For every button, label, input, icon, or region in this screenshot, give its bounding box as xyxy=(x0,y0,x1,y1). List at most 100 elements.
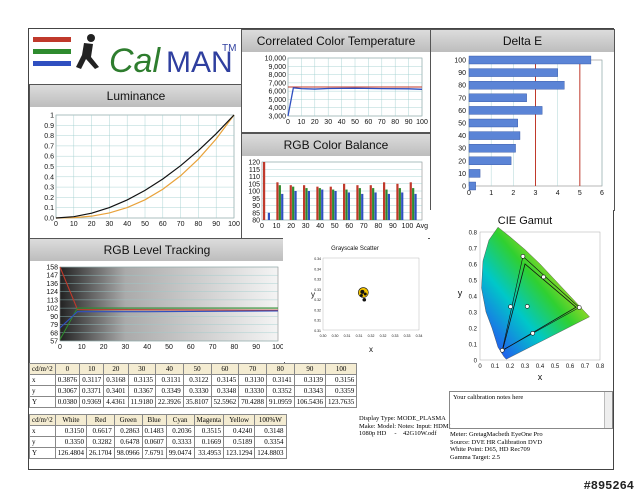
y-tick-label: 50 xyxy=(458,121,466,128)
y-tick-label: 60 xyxy=(458,108,466,115)
svg-text:Cal: Cal xyxy=(109,42,161,80)
y-tick-label: 0.2 xyxy=(469,327,478,333)
x-tick-label: 0.3 xyxy=(521,364,530,370)
table-row: x 0.3876 0.3117 0.3168 0.3135 0.3131 0.3122 0.3… xyxy=(29,374,358,386)
x-tick-label: 50 xyxy=(331,223,339,230)
blue-tracking-line xyxy=(59,310,279,329)
table-cell: 0.1483 xyxy=(141,425,167,437)
delta-e-bar xyxy=(468,81,565,90)
y-tick-label: 100 xyxy=(454,58,466,65)
table-cell: 0.3352 xyxy=(266,385,295,397)
y-tick-label: 100 xyxy=(248,189,260,196)
grayscale-scatter-panel: Grayscale Scatter 0.34 0.34 0.33 0.33 0.32 0.3… xyxy=(283,238,428,362)
x-tick-label: 70 xyxy=(360,223,368,230)
cie-panel: CIE Gamut 0.8 0.7 0.6 0.5 0.4 0.3 0.2 0.1 0 0 0.1 0.… xyxy=(430,210,613,387)
table-cell: 0.6617 xyxy=(86,425,115,437)
table-cell: 0.2863 xyxy=(113,425,143,437)
x-tick-label: 2 xyxy=(511,190,515,197)
x-tick-label: 30 xyxy=(106,221,114,228)
notes-box[interactable]: Your calibration notes here xyxy=(449,391,613,429)
target-gamma-line xyxy=(55,114,235,219)
y-tick-label: 0.7 xyxy=(44,143,54,150)
x-tick-label: 0.33 xyxy=(392,334,399,338)
x-tick-label: 0.32 xyxy=(368,334,375,338)
x-tick-label: 90 xyxy=(252,344,260,351)
x-tick-label: 30 xyxy=(302,223,310,230)
plot-area xyxy=(322,257,420,331)
x-tick-label: 50 xyxy=(351,119,359,126)
x-tick-label: 20 xyxy=(88,221,96,228)
table-cell: 33.4953 xyxy=(193,447,225,459)
balance-bar xyxy=(294,191,297,220)
table-cell: 0.9369 xyxy=(79,396,105,408)
x-tick-label: 0.7 xyxy=(581,364,590,370)
x-tick-label: 10 xyxy=(298,119,306,126)
notes-scrollbar[interactable] xyxy=(604,392,612,428)
x-tick-label: 20 xyxy=(287,223,295,230)
balance-bar xyxy=(383,182,386,220)
y-tick-label: 113 xyxy=(47,297,58,304)
measurement-table: cd/m^2 0 10 20 30 40 50 60 70 80 90 100 x 0.3876 0.311… xyxy=(29,363,358,408)
y-tick-label: 80 xyxy=(252,218,260,225)
table-cell: 26.1704 xyxy=(86,447,115,459)
x-tick-label: 0.32 xyxy=(380,334,387,338)
x-tick-label: 20 xyxy=(100,344,108,351)
table-cell: 35.8107 xyxy=(182,396,212,408)
x-axis-label: x xyxy=(538,372,543,382)
column-header: 80 xyxy=(266,363,295,375)
x-axis-label: x xyxy=(369,345,373,354)
y-tick-label: 0.6 xyxy=(44,154,54,161)
y-tick-label: 102 xyxy=(46,306,58,313)
table-cell: 0.3343 xyxy=(293,385,327,397)
y-tick-label: 0.4 xyxy=(44,174,54,181)
table-cell: 0.3122 xyxy=(182,374,212,386)
x-tick-label: 90 xyxy=(212,221,220,228)
table-cell: 0.3067 xyxy=(54,385,81,397)
table-cell: 0.0380 xyxy=(54,396,81,408)
table-cell: 0.6478 xyxy=(113,436,143,448)
svg-text:MAN: MAN xyxy=(166,46,233,79)
y-tick-label: 110 xyxy=(249,174,260,181)
y-tick-label: 40 xyxy=(458,133,466,140)
row-label: Y xyxy=(29,396,56,408)
y-tick-label: 0.5 xyxy=(44,164,54,171)
y-tick-label: 0.33 xyxy=(314,288,321,292)
table-cell: 0.3282 xyxy=(86,436,115,448)
table-cell: 52.5962 xyxy=(210,396,240,408)
y-tick-label: 6,000 xyxy=(268,89,286,96)
x-tick-label: 40 xyxy=(143,344,151,351)
table-cell: 123.1294 xyxy=(223,447,256,459)
y-tick-label: 120 xyxy=(248,160,260,167)
x-tick-label: 50 xyxy=(165,344,173,351)
luminance-title: Luminance xyxy=(30,85,242,107)
table-cell: 0.1669 xyxy=(193,436,225,448)
delta-e-bar xyxy=(468,93,527,102)
column-header: cd/m^2 xyxy=(29,414,56,426)
table-cell: 126.4804 xyxy=(54,447,88,459)
x-tick-label: 0.33 xyxy=(404,334,411,338)
row-label: y xyxy=(29,436,56,448)
table-cell: 0.3350 xyxy=(54,436,88,448)
y-tick-label: 0.31 xyxy=(314,329,321,333)
y-tick-label: 0 xyxy=(474,359,478,365)
column-header: White xyxy=(54,414,88,426)
y-tick-label: 9,000 xyxy=(268,64,286,71)
y-tick-label: 0.32 xyxy=(314,308,321,312)
watermark: #895264 xyxy=(583,479,634,493)
x-tick-label: 0.31 xyxy=(356,334,363,338)
y-tick-label: 10,000 xyxy=(265,56,287,63)
balance-bar xyxy=(385,189,388,220)
x-tick-label: 80 xyxy=(374,223,382,230)
y-tick-label: 8,000 xyxy=(268,72,286,79)
scatter-point xyxy=(362,297,367,302)
x-tick-label: 100 xyxy=(402,223,414,230)
scatter-title: Grayscale Scatter xyxy=(331,246,379,252)
x-tick-label: 80 xyxy=(391,119,399,126)
x-tick-label: 0.31 xyxy=(344,334,351,338)
x-tick-label: 0 xyxy=(467,190,471,197)
balance-bar xyxy=(303,185,306,220)
x-tick-label: 10 xyxy=(78,344,86,351)
y-tick-label: 0.1 xyxy=(469,343,478,349)
column-header: 70 xyxy=(238,363,268,375)
balance-bar xyxy=(321,189,324,220)
